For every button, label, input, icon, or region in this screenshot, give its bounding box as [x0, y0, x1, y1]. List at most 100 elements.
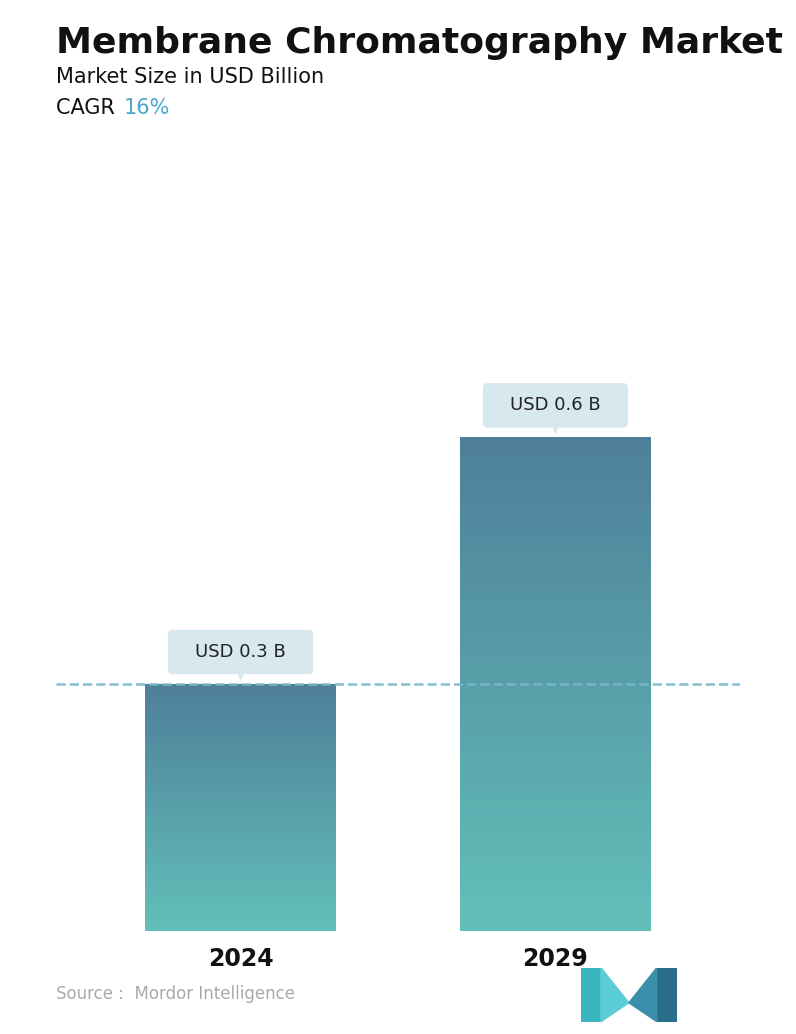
Bar — [459, 769, 651, 771]
Bar — [459, 704, 651, 705]
Bar — [459, 600, 651, 602]
Bar — [459, 824, 651, 825]
Bar — [459, 808, 651, 809]
Bar — [459, 499, 651, 501]
Bar — [459, 860, 651, 861]
Bar — [459, 658, 651, 660]
Bar — [459, 827, 651, 828]
Bar — [459, 646, 651, 648]
Bar — [459, 858, 651, 860]
Bar — [459, 596, 651, 597]
Bar — [459, 901, 651, 903]
Bar — [459, 484, 651, 485]
Bar — [459, 477, 651, 479]
Bar — [459, 682, 651, 685]
Text: Market Size in USD Billion: Market Size in USD Billion — [56, 67, 324, 87]
Bar — [459, 671, 651, 672]
Text: Membrane Chromatography Market: Membrane Chromatography Market — [56, 26, 782, 60]
Bar — [459, 837, 651, 839]
Bar — [459, 474, 651, 476]
Bar — [459, 761, 651, 763]
Bar — [459, 699, 651, 700]
Bar — [459, 572, 651, 574]
Bar — [459, 688, 651, 689]
Bar — [459, 564, 651, 566]
Bar — [459, 440, 651, 443]
Bar — [459, 881, 651, 883]
Bar — [459, 735, 651, 736]
Bar — [459, 848, 651, 850]
Bar — [459, 630, 651, 632]
Bar — [459, 686, 651, 688]
Bar — [459, 576, 651, 577]
Bar — [459, 523, 651, 524]
Bar — [459, 487, 651, 488]
Bar — [459, 744, 651, 747]
Bar — [459, 548, 651, 549]
Bar — [459, 794, 651, 796]
Bar — [459, 916, 651, 917]
Bar — [459, 689, 651, 691]
Bar — [459, 683, 651, 686]
Bar — [459, 555, 651, 557]
Bar — [459, 649, 651, 651]
Bar — [459, 621, 651, 624]
Bar — [459, 568, 651, 569]
Bar — [459, 828, 651, 830]
Bar — [459, 774, 651, 777]
Bar — [459, 562, 651, 564]
Bar — [459, 599, 651, 600]
Bar — [459, 559, 651, 560]
Bar — [459, 536, 651, 538]
FancyBboxPatch shape — [168, 630, 313, 674]
Bar — [459, 454, 651, 456]
Bar — [459, 541, 651, 543]
Bar — [459, 652, 651, 655]
Bar — [459, 780, 651, 781]
Bar — [459, 625, 651, 627]
Bar — [459, 538, 651, 540]
Bar — [459, 919, 651, 920]
Bar — [459, 515, 651, 516]
Bar — [459, 619, 651, 621]
Bar — [459, 772, 651, 774]
Bar — [459, 496, 651, 498]
Bar — [459, 594, 651, 596]
Bar — [459, 531, 651, 533]
Bar — [459, 791, 651, 792]
Bar — [459, 633, 651, 635]
Bar — [459, 692, 651, 694]
Bar — [459, 850, 651, 852]
Text: CAGR: CAGR — [56, 98, 128, 118]
Bar — [459, 672, 651, 674]
Bar — [459, 760, 651, 761]
Bar — [459, 892, 651, 894]
Bar — [459, 544, 651, 546]
Bar — [459, 512, 651, 513]
Bar — [459, 725, 651, 727]
Bar — [459, 549, 651, 551]
Bar — [459, 585, 651, 587]
Bar — [459, 812, 651, 814]
Bar — [459, 508, 651, 510]
Bar — [459, 819, 651, 820]
Bar — [459, 911, 651, 913]
Bar — [459, 796, 651, 797]
Bar — [459, 891, 651, 892]
Bar — [459, 764, 651, 766]
Bar — [459, 495, 651, 496]
Bar — [459, 799, 651, 800]
Bar — [459, 753, 651, 755]
Bar — [459, 676, 651, 677]
Bar — [459, 922, 651, 924]
Bar — [459, 797, 651, 799]
Bar — [459, 448, 651, 449]
Bar — [459, 493, 651, 495]
Bar — [459, 491, 651, 493]
Bar — [459, 889, 651, 891]
FancyBboxPatch shape — [483, 384, 628, 428]
Text: Source :  Mordor Intelligence: Source : Mordor Intelligence — [56, 985, 295, 1003]
Bar — [459, 708, 651, 710]
Bar — [459, 789, 651, 791]
Bar — [459, 643, 651, 644]
